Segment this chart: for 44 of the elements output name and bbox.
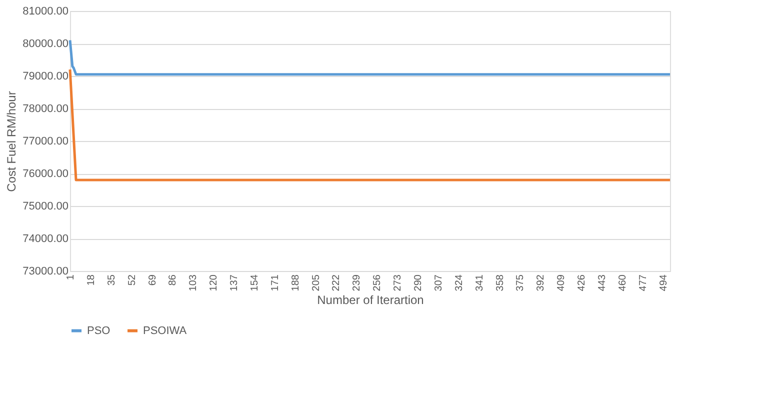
x-tick-label: 477	[638, 274, 649, 292]
x-tick-label: 494	[658, 274, 670, 292]
x-tick-label: 409	[556, 274, 568, 292]
y-tick-label: 78000.00	[22, 103, 68, 115]
x-tick-label: 273	[392, 274, 404, 292]
x-tick-label: 358	[494, 274, 506, 292]
y-axis-title: Cost Fuel RM/hour	[4, 91, 19, 192]
x-tick-label: 1	[66, 274, 76, 280]
y-tick-label: 81000.00	[22, 6, 68, 18]
y-tick-label: 80000.00	[22, 38, 68, 50]
y-tick-label: 75000.00	[22, 200, 68, 212]
y-tick-label: 73000.00	[22, 266, 68, 278]
x-tick-label: 324	[454, 274, 465, 292]
legend-label: PSO	[87, 324, 111, 337]
x-tick-label: 222	[331, 274, 342, 292]
x-tick-label: 154	[249, 274, 260, 292]
x-tick-label: 86	[168, 274, 179, 286]
x-tick-label: 171	[270, 274, 281, 292]
x-tick-label: 188	[290, 274, 302, 292]
x-axis-title: Number of Iterartion	[317, 293, 424, 308]
x-tick-label: 18	[86, 274, 97, 286]
y-tick-label: 74000.00	[22, 233, 68, 245]
line-series	[68, 39, 672, 76]
x-tick-label: 103	[188, 274, 200, 292]
x-tick-label: 69	[147, 274, 158, 286]
x-tick-label: 120	[208, 274, 220, 292]
x-tick-label: 290	[412, 274, 424, 292]
x-tick-label: 392	[536, 274, 547, 292]
x-tick-label: 460	[617, 274, 628, 292]
x-tick-label: 137	[229, 274, 240, 292]
x-tick-label: 35	[106, 274, 118, 286]
x-tick-label: 443	[596, 274, 608, 292]
legend-label: PSOIWA	[143, 324, 188, 337]
y-tick-label: 79000.00	[22, 70, 68, 82]
x-tick-label: 426	[576, 274, 588, 292]
y-tick-label: 77000.00	[22, 136, 68, 148]
x-tick-label: 205	[310, 274, 322, 292]
x-tick-label: 256	[372, 274, 384, 292]
y-tick-label: 76000.00	[22, 168, 68, 180]
x-tick-label: 375	[515, 274, 526, 292]
x-tick-label: 307	[433, 274, 444, 292]
x-tick-label: 52	[126, 274, 138, 286]
x-tick-label: 341	[474, 274, 486, 292]
x-tick-label: 239	[352, 274, 363, 292]
